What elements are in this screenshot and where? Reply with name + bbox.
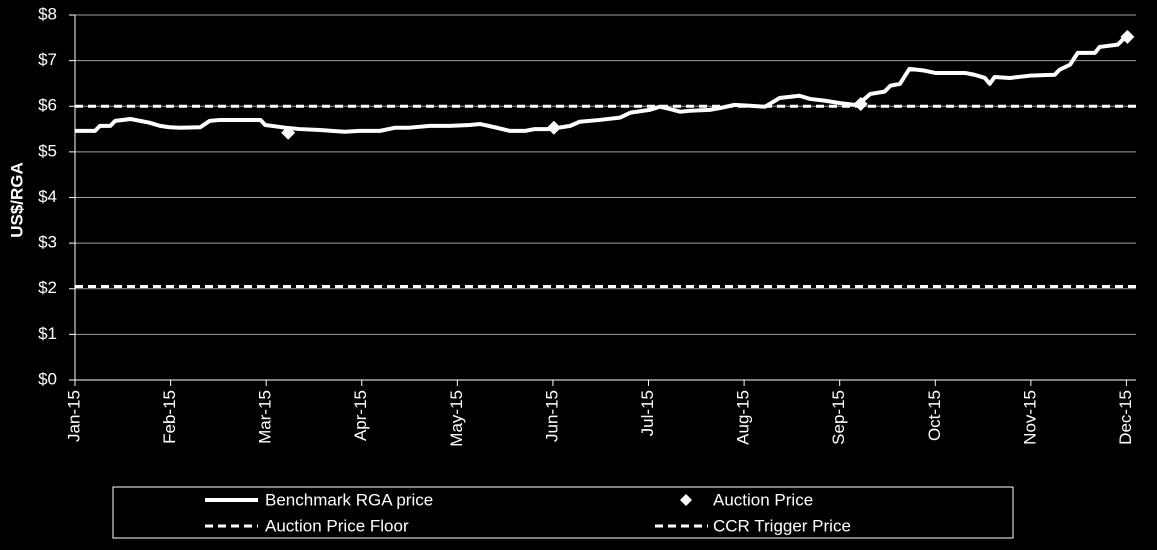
auction-point bbox=[1120, 29, 1135, 44]
legend-label: Auction Price bbox=[713, 490, 813, 509]
legend-label: Benchmark RGA price bbox=[265, 490, 433, 509]
x-tick-label: Apr-15 bbox=[351, 390, 370, 441]
legend-label: Auction Price Floor bbox=[265, 516, 409, 535]
y-tick-label: $7 bbox=[38, 50, 57, 69]
y-tick-label: $4 bbox=[38, 187, 57, 206]
x-tick-label: May-15 bbox=[447, 390, 466, 447]
y-tick-label: $3 bbox=[38, 233, 57, 252]
x-tick-label: Jun-15 bbox=[542, 390, 561, 442]
legend-label: CCR Trigger Price bbox=[713, 516, 851, 535]
x-tick-label: Feb-15 bbox=[160, 390, 179, 444]
x-tick-label: Mar-15 bbox=[256, 390, 275, 444]
auction-point bbox=[546, 120, 561, 135]
y-tick-label: $2 bbox=[38, 278, 57, 297]
auction-point bbox=[853, 96, 868, 111]
x-tick-label: Aug-15 bbox=[734, 390, 753, 445]
x-tick-label: Oct-15 bbox=[925, 390, 944, 441]
benchmark-line bbox=[75, 36, 1126, 134]
y-tick-label: $0 bbox=[38, 369, 57, 388]
legend-box bbox=[112, 486, 1014, 539]
x-tick-label: Jul-15 bbox=[638, 390, 657, 436]
auction-point bbox=[281, 125, 296, 140]
x-tick-label: Nov-15 bbox=[1020, 390, 1039, 445]
y-tick-label: $8 bbox=[38, 4, 57, 23]
x-tick-label: Jan-15 bbox=[64, 390, 83, 442]
x-tick-label: Dec-15 bbox=[1116, 390, 1135, 445]
x-tick-label: Sep-15 bbox=[829, 390, 848, 445]
y-tick-label: $5 bbox=[38, 141, 57, 160]
y-tick-label: $1 bbox=[38, 324, 57, 343]
y-tick-label: $6 bbox=[38, 96, 57, 115]
legend-swatch bbox=[680, 494, 692, 506]
y-axis-label: US$/RGA bbox=[7, 162, 26, 238]
